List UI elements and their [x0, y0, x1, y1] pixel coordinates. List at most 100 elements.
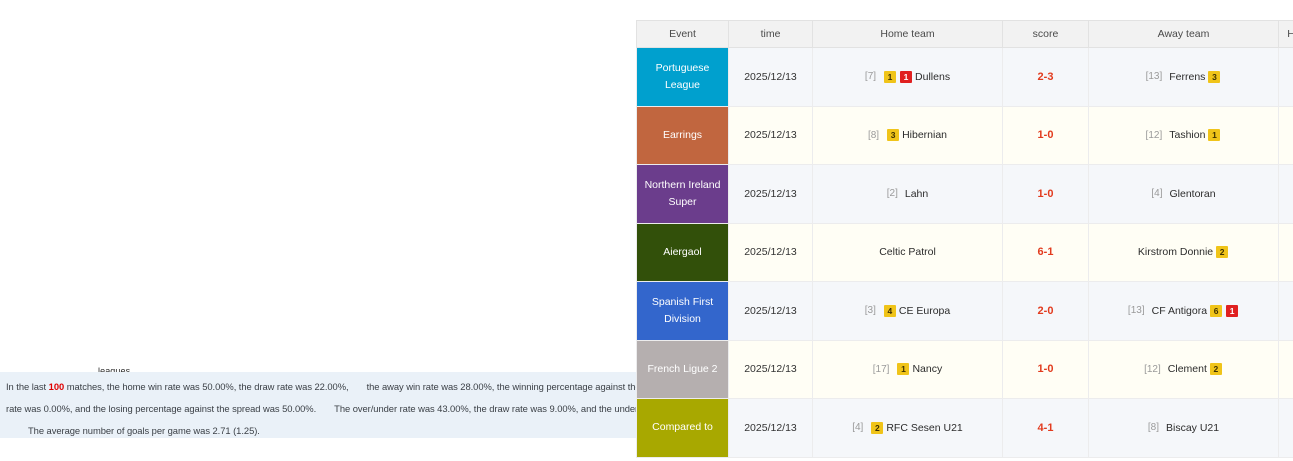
league-badge[interactable]: French Ligue 2 [637, 340, 728, 398]
halftime-cell: 0-0 [1278, 164, 1293, 224]
away-team-name[interactable]: Glentoran [1169, 187, 1216, 200]
score-value: 4-1 [1037, 421, 1054, 434]
home-team-cell[interactable]: [4] 2 RFC Sesen U21 [812, 398, 1003, 458]
column-header-home-team[interactable]: Home team [812, 20, 1003, 48]
home-team-cell[interactable]: [2] Lahn [812, 164, 1003, 224]
table-row[interactable]: Aiergaol 2025/12/13 Celtic Patrol 6-1 Ki… [636, 222, 1293, 282]
away-team-cell[interactable]: [13] Ferrens 3 [1088, 47, 1279, 107]
score-cell[interactable]: 1-0 [1002, 105, 1089, 165]
home-team-cell[interactable]: Celtic Patrol [812, 222, 1003, 282]
halftime-cell: 2-0 [1278, 281, 1293, 341]
table-row[interactable]: French Ligue 2 2025/12/13 [17] 1 Nancy 1… [636, 339, 1293, 399]
statistics-summary-panel: In the last 100 matches, the home win ra… [0, 372, 765, 438]
column-header-halftime[interactable]: Halftime [1278, 20, 1293, 48]
home-team-name[interactable]: Dullens [915, 70, 951, 83]
home-team-cell[interactable]: [8] 3 Hibernian [812, 105, 1003, 165]
score-value: 6-1 [1037, 246, 1054, 259]
away-team-cell[interactable]: [12] Clement 2 [1088, 339, 1279, 399]
yellow-card-badge: 2 [1216, 246, 1229, 259]
home-team-name[interactable]: Celtic Patrol [879, 246, 936, 259]
league-cell[interactable]: Compared to [636, 398, 729, 458]
home-team-rank: [7] [864, 71, 877, 83]
score-cell[interactable]: 1-0 [1002, 339, 1089, 399]
league-cell[interactable]: Aiergaol [636, 222, 729, 282]
score-cell[interactable]: 4-1 [1002, 398, 1089, 458]
yellow-card-badge: 3 [1208, 70, 1221, 83]
table-row[interactable]: Northern Ireland Super 2025/12/13 [2] La… [636, 164, 1293, 224]
score-cell[interactable]: 2-3 [1002, 47, 1089, 107]
summary-line-1: In the last 100 matches, the home win ra… [6, 376, 765, 398]
home-team-cell[interactable]: [3] 4 CE Europa [812, 281, 1003, 341]
score-value: 1-0 [1037, 363, 1054, 376]
match-time-cell: 2025/12/13 [728, 47, 813, 107]
score-value: 2-3 [1037, 70, 1054, 83]
home-team-cell[interactable]: [17] 1 Nancy [812, 339, 1003, 399]
away-team-rank: [8] [1147, 422, 1159, 434]
away-team-rank: [12] [1145, 129, 1163, 141]
league-cell[interactable]: Spanish First Division [636, 281, 729, 341]
score-cell[interactable]: 1-0 [1002, 164, 1089, 224]
table-row[interactable]: Earrings 2025/12/13 [8] 3 Hibernian 1-0 … [636, 105, 1293, 165]
away-team-rank: [13] [1127, 305, 1145, 317]
match-results-table: Event time Home team score Away team Hal… [636, 20, 1293, 458]
halftime-cell: 1-0 [1278, 339, 1293, 399]
league-badge[interactable]: Northern Ireland Super [637, 165, 728, 223]
match-time-cell: 2025/12/13 [728, 281, 813, 341]
column-header-event[interactable]: Event [636, 20, 729, 48]
yellow-card-badge: 1 [1208, 129, 1221, 142]
away-team-name[interactable]: Tashion [1169, 129, 1206, 142]
league-badge[interactable]: Compared to [637, 399, 728, 457]
summary-line-2-a: rate was 0.00%, and the losing percentag… [6, 403, 317, 414]
column-header-score[interactable]: score [1002, 20, 1089, 48]
summary-line-1-c: the away win rate was 28.00%, the winnin… [366, 381, 766, 392]
league-cell[interactable]: Portuguese League [636, 47, 729, 107]
yellow-card-badge: 4 [883, 304, 896, 317]
match-time-cell: 2025/12/13 [728, 222, 813, 282]
table-row[interactable]: Compared to 2025/12/13 [4] 2 RFC Sesen U… [636, 398, 1293, 458]
away-team-name[interactable]: Clement [1167, 363, 1207, 376]
table-header-row: Event time Home team score Away team Hal… [636, 20, 1293, 48]
home-team-name[interactable]: Nancy [912, 363, 943, 376]
league-badge[interactable]: Spanish First Division [637, 282, 728, 340]
away-team-cell[interactable]: [8] Biscay U21 [1088, 398, 1279, 458]
column-header-time[interactable]: time [728, 20, 813, 48]
home-team-name[interactable]: CE Europa [898, 304, 951, 317]
summary-line-3: The average number of goals per game was… [28, 425, 260, 436]
away-team-rank: [12] [1144, 363, 1161, 375]
score-cell[interactable]: 6-1 [1002, 222, 1089, 282]
match-time-cell: 2025/12/13 [728, 105, 813, 165]
red-card-badge: 1 [900, 70, 913, 83]
away-team-name[interactable]: Biscay U21 [1166, 421, 1220, 434]
league-cell[interactable]: French Ligue 2 [636, 339, 729, 399]
away-team-cell[interactable]: [4] Glentoran [1088, 164, 1279, 224]
score-value: 1-0 [1037, 187, 1054, 200]
home-team-name[interactable]: RFC Sesen U21 [886, 421, 963, 434]
away-team-name[interactable]: CF Antigora [1151, 304, 1208, 317]
score-cell[interactable]: 2-0 [1002, 281, 1089, 341]
table-row[interactable]: Spanish First Division 2025/12/13 [3] 4 … [636, 281, 1293, 341]
league-badge[interactable]: Portuguese League [637, 48, 728, 106]
league-cell[interactable]: Earrings [636, 105, 729, 165]
away-team-name[interactable]: Kirstrom Donnie [1137, 246, 1214, 259]
away-team-cell[interactable]: Kirstrom Donnie 2 [1088, 222, 1279, 282]
match-time-cell: 2025/12/13 [728, 398, 813, 458]
home-team-name[interactable]: Lahn [904, 187, 929, 200]
yellow-card-badge: 2 [1209, 363, 1222, 376]
league-badge[interactable]: Earrings [637, 106, 728, 164]
home-team-name[interactable]: Hibernian [902, 129, 948, 142]
summary-match-count: 100 [48, 381, 65, 392]
summary-line-2-b: The over/under rate was 43.00%, the draw… [334, 403, 739, 414]
away-team-rank: [13] [1145, 71, 1163, 83]
yellow-card-badge: 2 [871, 421, 884, 434]
league-cell[interactable]: Northern Ireland Super [636, 164, 729, 224]
yellow-card-badge: 1 [884, 70, 897, 83]
away-team-cell[interactable]: [12] Tashion 1 [1088, 105, 1279, 165]
home-team-rank: [4] [852, 422, 864, 434]
away-team-name[interactable]: Ferrens [1169, 70, 1206, 83]
column-header-away-team[interactable]: Away team [1088, 20, 1279, 48]
league-badge[interactable]: Aiergaol [637, 223, 728, 281]
